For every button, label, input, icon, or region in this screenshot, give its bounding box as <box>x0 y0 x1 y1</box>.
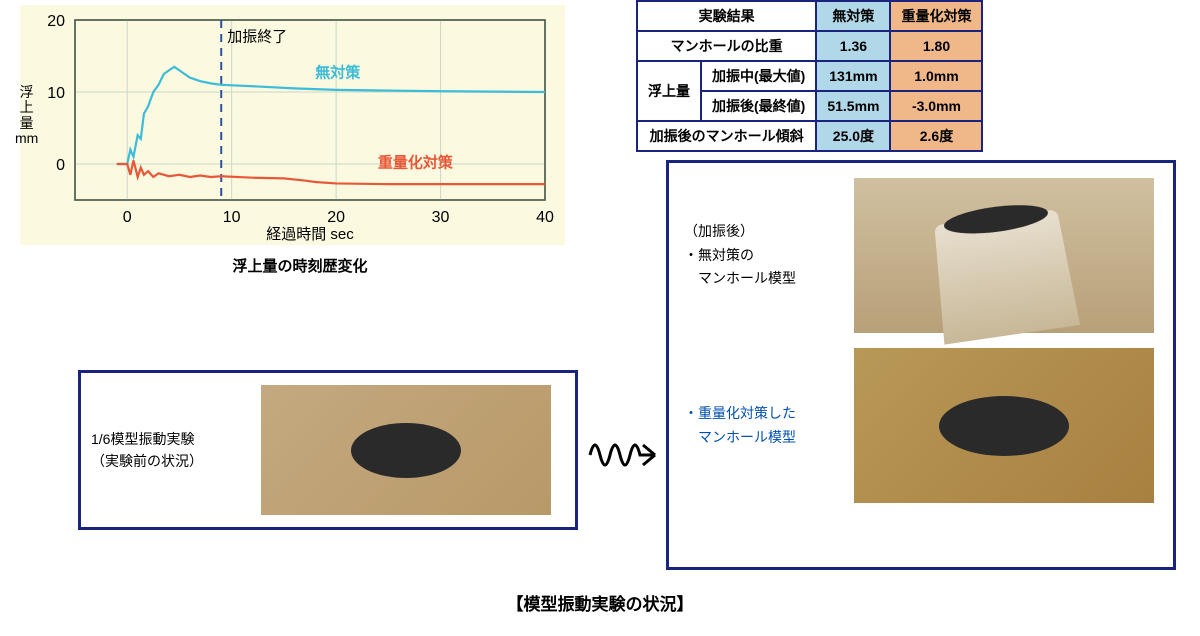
photo-before <box>261 385 551 515</box>
row-group: 浮上量 <box>637 61 701 121</box>
cell: 51.5mm <box>816 91 890 121</box>
svg-text:0: 0 <box>123 209 132 226</box>
before-text: 1/6模型振動実験 （実験前の状況） <box>81 418 251 483</box>
row-label: 加振中(最大値) <box>701 61 816 91</box>
cell: 131mm <box>816 61 890 91</box>
cell: 1.80 <box>890 31 982 61</box>
th-experiment: 実験結果 <box>637 1 816 31</box>
after-text-1: （加振後） ・無対策の マンホール模型 <box>684 220 854 291</box>
row-label: 加振後のマンホール傾斜 <box>637 121 816 151</box>
svg-text:10: 10 <box>223 209 241 226</box>
chart-caption: 浮上量の時刻歴変化 <box>20 255 580 276</box>
svg-text:20: 20 <box>47 13 65 30</box>
svg-text:重量化対策: 重量化対策 <box>378 154 454 172</box>
manhole-graphic <box>939 396 1069 456</box>
after-text-2: ・重量化対策した マンホール模型 <box>684 402 854 450</box>
photo-after-unmeasured <box>854 178 1154 333</box>
photo-after-weighted <box>854 348 1154 503</box>
th-weighted: 重量化対策 <box>890 1 982 31</box>
row-label: マンホールの比重 <box>637 31 816 61</box>
svg-text:加振終了: 加振終了 <box>227 29 287 46</box>
uplift-chart: 加振終了無対策重量化対策01020304001020経過時間 sec <box>20 5 565 245</box>
cell: 2.6度 <box>890 121 982 151</box>
svg-text:10: 10 <box>47 85 65 102</box>
svg-text:経過時間 sec: 経過時間 sec <box>266 226 354 243</box>
chart-panel: 浮 上 量 mm 加振終了無対策重量化対策01020304001020経過時間 … <box>20 5 580 255</box>
svg-text:20: 20 <box>327 209 345 226</box>
cell: 25.0度 <box>816 121 890 151</box>
vibration-arrow-icon <box>585 430 675 480</box>
after-experiment-box: （加振後） ・無対策の マンホール模型 ・重量化対策した マンホール模型 <box>666 160 1176 570</box>
cell: 1.36 <box>816 31 890 61</box>
row-label: 加振後(最終値) <box>701 91 816 121</box>
cell: -3.0mm <box>890 91 982 121</box>
svg-text:30: 30 <box>432 209 450 226</box>
tilted-manhole-graphic <box>934 209 1080 344</box>
manhole-graphic <box>351 423 461 478</box>
chart-ylabel: 浮 上 量 mm <box>15 85 38 147</box>
figure-caption: 【模型振動実験の状況】 <box>0 590 1200 615</box>
cell: 1.0mm <box>890 61 982 91</box>
results-table: 実験結果 無対策 重量化対策 マンホールの比重 1.36 1.80 浮上量 加振… <box>636 0 983 152</box>
svg-text:0: 0 <box>56 157 65 174</box>
svg-text:無対策: 無対策 <box>315 64 361 82</box>
svg-text:40: 40 <box>536 209 554 226</box>
th-no-measure: 無対策 <box>816 1 890 31</box>
before-experiment-box: 1/6模型振動実験 （実験前の状況） <box>78 370 578 530</box>
